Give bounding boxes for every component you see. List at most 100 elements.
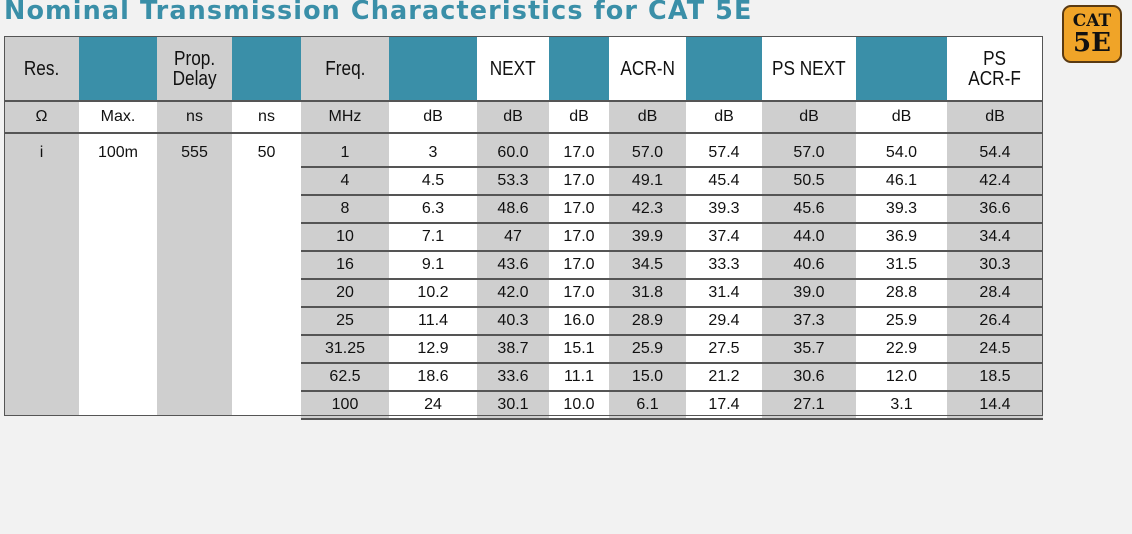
table-cell-fill: [762, 363, 856, 391]
row-divider: [301, 306, 1043, 308]
table-cell: 39.3: [708, 200, 740, 217]
table-cell: 28.9: [631, 312, 664, 329]
table-cell: 36.9: [885, 228, 918, 245]
table-cell: 43.6: [497, 256, 529, 273]
unit-cell: Ω: [4, 101, 79, 133]
table-cell-fill: [609, 279, 686, 307]
table-cell-fill: [609, 223, 686, 251]
unit-cell: dB: [856, 101, 947, 133]
table-cell: 40.3: [497, 312, 529, 329]
table-cell: 6.1: [636, 396, 659, 413]
row-divider: [301, 250, 1043, 252]
table-cell: 4.5: [421, 172, 445, 189]
table-cell-fill: [762, 223, 856, 251]
table-cell-fill: [609, 391, 686, 419]
table-cell: 10: [336, 228, 354, 245]
body-column-fill: [157, 133, 232, 416]
table-cell-fill: [947, 195, 1043, 223]
table-cell: 17.0: [563, 172, 595, 189]
unit-cell: dB: [609, 101, 686, 133]
table-cell: 25: [336, 312, 354, 329]
header-freq: Freq.: [325, 59, 365, 79]
body-column-fill: [232, 133, 301, 416]
table-cell-fill: [947, 251, 1043, 279]
table-cell-fill: [947, 223, 1043, 251]
left-value: 555: [181, 144, 208, 161]
table-cell: 31.5: [885, 256, 918, 273]
table-cell-fill: [856, 307, 947, 335]
table-cell: 30.6: [793, 368, 825, 385]
table-cell-fill: [477, 391, 549, 419]
table-cell: 9.1: [421, 256, 445, 273]
table-cell: 40.6: [793, 256, 825, 273]
table-cell: 31.25: [324, 340, 366, 357]
table-cell-fill: [947, 307, 1043, 335]
table-cell: 29.4: [708, 312, 740, 329]
table-cell-fill: [549, 363, 609, 391]
unit-cell: dB: [947, 101, 1043, 133]
cat5e-badge: CAT 5E: [1062, 5, 1122, 63]
table-cell-fill: [947, 335, 1043, 363]
header-line: ACR-N: [620, 57, 675, 80]
table-cell: 1: [340, 144, 350, 161]
table-cell-fill: [301, 391, 389, 419]
body-column-fill: [79, 133, 157, 416]
badge-line-2: 5E: [1073, 28, 1111, 58]
table-cell: 21.2: [708, 368, 740, 385]
table-cell: 37.3: [793, 312, 825, 329]
table-cell-fill: [389, 279, 477, 307]
table-cell-fill: [549, 279, 609, 307]
table-cell: 39.0: [793, 284, 825, 301]
table-cell: 3.1: [890, 396, 913, 413]
unit-cell: MHz: [301, 101, 389, 133]
header-cell: [856, 36, 947, 101]
table-cell-fill: [389, 195, 477, 223]
table-cell: 27.1: [793, 396, 825, 413]
table-cell-fill: [947, 391, 1043, 419]
header-cell: ACR-N: [609, 36, 686, 101]
table-cell-fill: [549, 391, 609, 419]
table-cell: 10.0: [563, 396, 595, 413]
table-cell-fill: [301, 195, 389, 223]
table-cell: 31.8: [631, 284, 664, 301]
unit-cell: ns: [232, 101, 301, 133]
table-cell: 54.4: [979, 144, 1011, 161]
header-cell: Prop. Delay: [157, 36, 232, 101]
table-cell-fill: [301, 223, 389, 251]
table-cell: 39.3: [885, 200, 918, 217]
table-cell: 57.0: [631, 144, 664, 161]
table-cell-fill: [549, 133, 609, 167]
table-cell: 15.0: [631, 368, 664, 385]
row-divider: [301, 418, 1043, 420]
table-cell: 47: [504, 228, 522, 245]
table-cell-fill: [609, 363, 686, 391]
header-ps-next: PS NEXT: [772, 59, 846, 79]
table-cell-fill: [947, 133, 1043, 167]
header-cell: Res.: [4, 36, 79, 101]
table-cell: 62.5: [329, 368, 361, 385]
table-cell-fill: [609, 335, 686, 363]
table-cell: 45.4: [708, 172, 740, 189]
table-cell-fill: [762, 251, 856, 279]
unit-cell: dB: [389, 101, 477, 133]
table-cell: 24.5: [979, 340, 1011, 357]
header-res: Res.: [24, 59, 59, 79]
table-cell-fill: [856, 363, 947, 391]
table-cell: 12.0: [885, 368, 918, 385]
table-cell: 17.0: [563, 200, 595, 217]
table-cell: 33.6: [497, 368, 529, 385]
table-cell: 57.0: [793, 144, 825, 161]
table-cell-fill: [686, 307, 762, 335]
table-cell-fill: [549, 335, 609, 363]
unit-cell: dB: [686, 101, 762, 133]
table-cell-fill: [477, 279, 549, 307]
table-cell: 45.6: [793, 200, 825, 217]
table-cell-fill: [389, 363, 477, 391]
left-value: i: [39, 144, 44, 161]
table-cell-fill: [947, 279, 1043, 307]
header-cell: [79, 36, 157, 101]
table-cell: 31.4: [708, 284, 740, 301]
table-cell-fill: [549, 251, 609, 279]
table-cell: 18.6: [417, 368, 449, 385]
table-cell-fill: [477, 167, 549, 195]
